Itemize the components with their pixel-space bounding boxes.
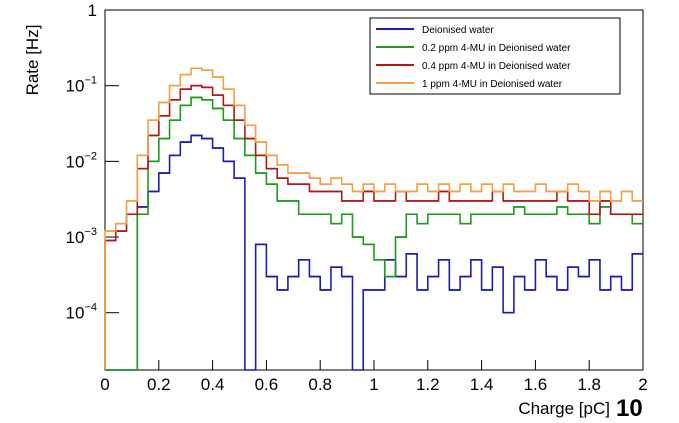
- x-tick-label: 2: [638, 375, 647, 394]
- legend-label: Deionised water: [422, 25, 494, 36]
- x-axis-label: Charge [pC]: [518, 399, 610, 418]
- y-tick-base: 1: [88, 1, 97, 20]
- x-axis-exponent: 10: [616, 395, 643, 422]
- y-tick-base: 10: [66, 152, 85, 171]
- histogram-outline: [105, 96, 643, 371]
- y-tick-label: 10−2: [66, 150, 97, 171]
- histogram-outline: [105, 134, 643, 371]
- legend: [369, 17, 621, 95]
- x-tick-label: 0.2: [147, 375, 171, 394]
- legend-label: 0.4 ppm 4-MU in Deionised water: [422, 61, 571, 72]
- x-tick-label: 1: [369, 375, 378, 394]
- y-tick-label: 10−1: [66, 75, 97, 96]
- y-tick-label: 10−3: [66, 226, 97, 247]
- x-tick-label: 1.2: [416, 375, 440, 394]
- x-tick-label: 0: [100, 375, 109, 394]
- legend-label: 1 ppm 4-MU in Deionised water: [422, 79, 563, 90]
- x-tick-label: 0.8: [308, 375, 332, 394]
- x-tick-label: 1.8: [577, 375, 601, 394]
- x-tick-label: 0.6: [255, 375, 279, 394]
- y-tick-exponent: −2: [84, 150, 97, 162]
- legend-label: 0.2 ppm 4-MU in Deionised water: [422, 43, 571, 54]
- y-tick-base: 10: [66, 304, 85, 323]
- y-axis-label: Rate [Hz]: [23, 25, 42, 96]
- y-tick-exponent: −3: [84, 226, 97, 238]
- y-tick-label: 1: [88, 1, 97, 20]
- x-tick-label: 1.6: [524, 375, 548, 394]
- x-tick-label: 1.4: [470, 375, 494, 394]
- y-tick-exponent: −4: [84, 302, 97, 314]
- y-tick-exponent: −1: [84, 75, 97, 87]
- histogram-outline: [104, 84, 643, 370]
- x-tick-label: 0.4: [201, 375, 225, 394]
- y-tick-base: 10: [66, 77, 85, 96]
- y-tick-base: 10: [66, 228, 85, 247]
- y-tick-label: 10−4: [66, 302, 97, 323]
- histogram-outline: [104, 67, 643, 370]
